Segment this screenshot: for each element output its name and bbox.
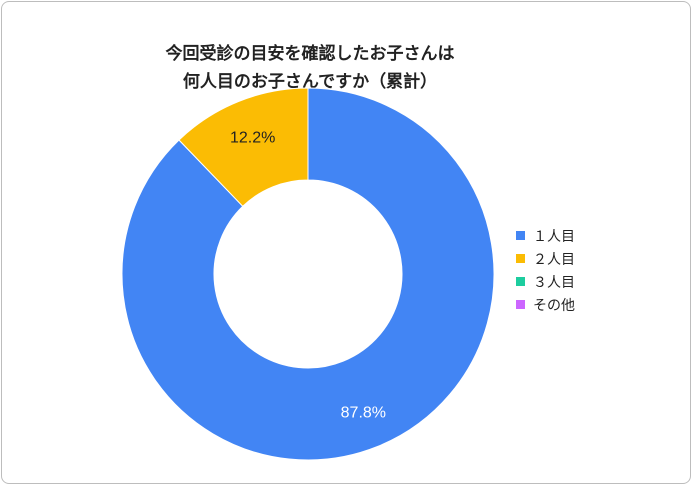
legend-label-other: その他: [533, 297, 575, 314]
slice-1st-child: [121, 87, 495, 461]
slice-2nd-child: [178, 87, 309, 207]
chart-title-line-1: 今回受診の目安を確認したお子さんは: [165, 44, 455, 64]
legend-item-1st-child[interactable]: １人目: [516, 224, 575, 247]
data-label-1st-child: 87.8%: [341, 404, 386, 421]
legend-label-1st-child: １人目: [533, 228, 575, 245]
legend: １人目 ２人目 ３人目 その他: [516, 224, 575, 316]
data-label-2nd-child: 12.2%: [230, 130, 275, 147]
legend-swatch-other: [516, 300, 525, 309]
legend-label-3rd-child: ３人目: [533, 274, 575, 291]
chart-title: 今回受診の目安を確認したお子さんは 何人目のお子さんですか（累計）: [130, 40, 490, 96]
legend-swatch-1st-child: [516, 231, 525, 240]
legend-label-2nd-child: ２人目: [533, 251, 575, 268]
chart-title-line-2: 何人目のお子さんですか（累計）: [182, 72, 438, 92]
legend-item-3rd-child[interactable]: ３人目: [516, 270, 575, 293]
legend-item-2nd-child[interactable]: ２人目: [516, 247, 575, 270]
legend-swatch-3rd-child: [516, 277, 525, 286]
legend-swatch-2nd-child: [516, 254, 525, 263]
legend-item-other[interactable]: その他: [516, 293, 575, 316]
